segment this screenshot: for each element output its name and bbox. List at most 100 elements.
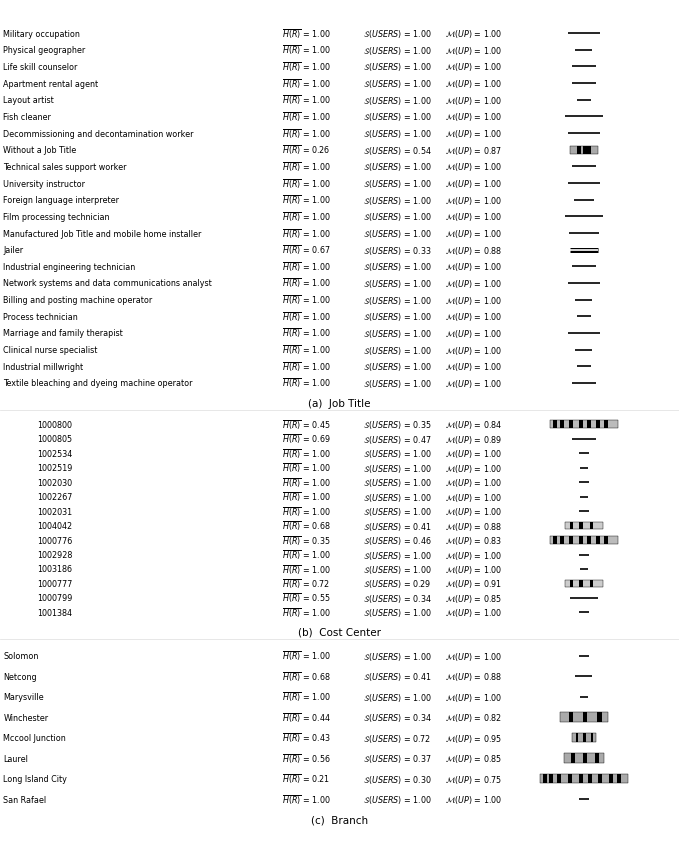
Text: Marriage and family therapist: Marriage and family therapist: [3, 329, 123, 338]
Text: Decommissioning and decontamination worker: Decommissioning and decontamination work…: [3, 129, 194, 139]
Bar: [596, 421, 600, 429]
Text: $\mathcal{S}(USERS)$ = 1.00: $\mathcal{S}(USERS)$ = 1.00: [363, 161, 433, 173]
Bar: [587, 421, 591, 429]
Text: $\overline{H(R)}$ = 1.00: $\overline{H(R)}$ = 1.00: [282, 311, 331, 324]
Text: 1002519: 1002519: [37, 464, 73, 473]
Text: $\overline{H(R)}$ = 1.00: $\overline{H(R)}$ = 1.00: [282, 77, 331, 90]
Bar: [572, 733, 596, 742]
Bar: [568, 774, 572, 784]
Text: $\mathcal{M}(UP)$ = 1.00: $\mathcal{M}(UP)$ = 1.00: [445, 549, 502, 561]
Text: $\mathcal{S}(USERS)$ = 0.29: $\mathcal{S}(USERS)$ = 0.29: [363, 578, 432, 590]
Text: $\mathcal{M}(UP)$ = 0.82: $\mathcal{M}(UP)$ = 0.82: [445, 711, 502, 723]
Text: $\mathcal{M}(UP)$ = 1.00: $\mathcal{M}(UP)$ = 1.00: [445, 462, 502, 474]
Text: 1000805: 1000805: [37, 435, 73, 443]
Bar: [588, 774, 592, 784]
Text: $\mathcal{S}(USERS)$ = 1.00: $\mathcal{S}(USERS)$ = 1.00: [363, 128, 433, 140]
Bar: [570, 580, 574, 588]
Text: $\mathcal{S}(USERS)$ = 1.00: $\mathcal{S}(USERS)$ = 1.00: [363, 195, 433, 207]
Text: $\overline{H(R)}$ = 0.35: $\overline{H(R)}$ = 0.35: [282, 534, 331, 547]
Bar: [579, 522, 583, 530]
Text: $\mathcal{S}(USERS)$ = 1.00: $\mathcal{S}(USERS)$ = 1.00: [363, 377, 433, 389]
Text: $\mathcal{S}(USERS)$ = 1.00: $\mathcal{S}(USERS)$ = 1.00: [363, 277, 433, 289]
Text: Mccool Junction: Mccool Junction: [3, 734, 66, 742]
Text: 1001384: 1001384: [37, 608, 73, 617]
Text: $\mathcal{M}(UP)$ = 1.00: $\mathcal{M}(UP)$ = 1.00: [445, 327, 502, 339]
Text: $\overline{H(R)}$ = 1.00: $\overline{H(R)}$ = 1.00: [282, 28, 331, 40]
Bar: [569, 536, 573, 544]
Text: $\mathcal{S}(USERS)$ = 0.33: $\mathcal{S}(USERS)$ = 0.33: [363, 245, 432, 257]
Text: $\mathcal{M}(UP)$ = 0.88: $\mathcal{M}(UP)$ = 0.88: [445, 671, 502, 683]
Bar: [570, 146, 598, 154]
Text: $\mathcal{S}(USERS)$ = 1.00: $\mathcal{S}(USERS)$ = 1.00: [363, 691, 433, 703]
Text: $\mathcal{S}(USERS)$ = 1.00: $\mathcal{S}(USERS)$ = 1.00: [363, 45, 433, 57]
Text: $\overline{H(R)}$ = 0.21: $\overline{H(R)}$ = 0.21: [282, 772, 330, 785]
Bar: [589, 580, 593, 588]
Text: $\mathcal{S}(USERS)$ = 1.00: $\mathcal{S}(USERS)$ = 1.00: [363, 78, 433, 90]
Text: 1002928: 1002928: [37, 550, 73, 560]
Text: $\overline{H(R)}$ = 0.56: $\overline{H(R)}$ = 0.56: [282, 752, 331, 765]
Text: $\mathcal{S}(USERS)$ = 1.00: $\mathcal{S}(USERS)$ = 1.00: [363, 178, 433, 189]
Text: $\mathcal{M}(UP)$ = 0.85: $\mathcal{M}(UP)$ = 0.85: [445, 753, 502, 765]
Text: Laurel: Laurel: [3, 753, 29, 763]
Text: $\overline{H(R)}$ = 1.00: $\overline{H(R)}$ = 1.00: [282, 476, 331, 489]
Text: $\overline{H(R)}$ = 1.00: $\overline{H(R)}$ = 1.00: [282, 360, 331, 374]
Text: Layout artist: Layout artist: [3, 96, 54, 105]
Text: $\overline{H(R)}$ = 1.00: $\overline{H(R)}$ = 1.00: [282, 127, 331, 140]
Text: $\mathcal{M}(UP)$ = 1.00: $\mathcal{M}(UP)$ = 1.00: [445, 261, 502, 273]
Bar: [587, 146, 591, 154]
Text: $\mathcal{M}(UP)$ = 1.00: $\mathcal{M}(UP)$ = 1.00: [445, 95, 502, 107]
Text: $\mathcal{M}(UP)$ = 1.00: $\mathcal{M}(UP)$ = 1.00: [445, 111, 502, 123]
Text: (b)  Cost Center: (b) Cost Center: [298, 627, 381, 637]
Bar: [589, 522, 593, 530]
Text: 1002534: 1002534: [37, 449, 73, 458]
Text: $\mathcal{S}(USERS)$ = 0.46: $\mathcal{S}(USERS)$ = 0.46: [363, 535, 433, 547]
Text: $\mathcal{M}(UP)$ = 0.91: $\mathcal{M}(UP)$ = 0.91: [445, 578, 502, 590]
Text: $\overline{H(R)}$ = 0.68: $\overline{H(R)}$ = 0.68: [282, 519, 331, 532]
Bar: [583, 713, 587, 722]
Bar: [583, 733, 585, 742]
Text: $\mathcal{M}(UP)$ = 1.00: $\mathcal{M}(UP)$ = 1.00: [445, 195, 502, 207]
Text: Billing and posting machine operator: Billing and posting machine operator: [3, 296, 153, 305]
Text: Textile bleaching and dyeing machine operator: Textile bleaching and dyeing machine ope…: [3, 379, 193, 388]
Text: $\overline{H(R)}$ = 1.00: $\overline{H(R)}$ = 1.00: [282, 111, 331, 124]
Text: Technical sales support worker: Technical sales support worker: [3, 163, 127, 171]
Text: San Rafael: San Rafael: [3, 795, 47, 803]
Text: $\mathcal{S}(USERS)$ = 0.37: $\mathcal{S}(USERS)$ = 0.37: [363, 753, 432, 765]
Bar: [553, 536, 557, 544]
Text: $\mathcal{S}(USERS)$ = 0.34: $\mathcal{S}(USERS)$ = 0.34: [363, 711, 433, 723]
Bar: [565, 580, 603, 588]
Bar: [583, 753, 587, 763]
Text: Life skill counselor: Life skill counselor: [3, 63, 78, 72]
Text: Netcong: Netcong: [3, 672, 37, 681]
Text: $\overline{H(R)}$ = 0.55: $\overline{H(R)}$ = 0.55: [282, 592, 331, 604]
Text: $\mathcal{S}(USERS)$ = 1.00: $\mathcal{S}(USERS)$ = 1.00: [363, 28, 433, 40]
Text: $\mathcal{M}(UP)$ = 0.88: $\mathcal{M}(UP)$ = 0.88: [445, 520, 502, 532]
Text: 1000777: 1000777: [37, 579, 73, 588]
Text: University instructor: University instructor: [3, 179, 86, 189]
Text: 1004042: 1004042: [37, 522, 73, 530]
Text: $\mathcal{S}(USERS)$ = 0.30: $\mathcal{S}(USERS)$ = 0.30: [363, 772, 433, 784]
Bar: [598, 713, 602, 722]
Bar: [579, 536, 583, 544]
Text: $\mathcal{M}(UP)$ = 1.00: $\mathcal{M}(UP)$ = 1.00: [445, 61, 502, 73]
Text: $\overline{H(R)}$ = 1.00: $\overline{H(R)}$ = 1.00: [282, 793, 331, 806]
Text: $\overline{H(R)}$ = 0.44: $\overline{H(R)}$ = 0.44: [282, 711, 331, 724]
Text: $\overline{H(R)}$ = 1.00: $\overline{H(R)}$ = 1.00: [282, 211, 331, 224]
Text: $\mathcal{M}(UP)$ = 1.00: $\mathcal{M}(UP)$ = 1.00: [445, 563, 502, 575]
Text: Jailer: Jailer: [3, 246, 24, 255]
Text: $\mathcal{S}(USERS)$ = 0.35: $\mathcal{S}(USERS)$ = 0.35: [363, 418, 432, 430]
Text: Long Island City: Long Island City: [3, 774, 67, 784]
Bar: [604, 421, 608, 429]
Bar: [553, 421, 557, 429]
Text: $\overline{H(R)}$ = 1.00: $\overline{H(R)}$ = 1.00: [282, 606, 331, 619]
Text: $\mathcal{S}(USERS)$ = 1.00: $\mathcal{S}(USERS)$ = 1.00: [363, 448, 433, 460]
Text: $\mathcal{S}(USERS)$ = 1.00: $\mathcal{S}(USERS)$ = 1.00: [363, 650, 433, 662]
Text: $\overline{H(R)}$ = 1.00: $\overline{H(R)}$ = 1.00: [282, 277, 331, 290]
Bar: [579, 774, 583, 784]
Bar: [596, 536, 600, 544]
Text: Apartment rental agent: Apartment rental agent: [3, 79, 98, 89]
Bar: [557, 774, 562, 784]
Bar: [550, 421, 618, 429]
Bar: [576, 733, 579, 742]
Text: Military occupation: Military occupation: [3, 29, 80, 39]
